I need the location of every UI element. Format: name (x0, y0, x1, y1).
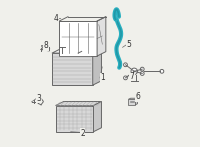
Circle shape (124, 76, 127, 80)
Polygon shape (97, 17, 106, 56)
Text: 6: 6 (135, 92, 140, 101)
Text: 1: 1 (101, 73, 105, 82)
Polygon shape (56, 106, 93, 132)
Polygon shape (52, 49, 101, 53)
Text: 7: 7 (130, 72, 134, 81)
Circle shape (160, 69, 164, 73)
Polygon shape (128, 98, 138, 99)
Polygon shape (93, 102, 101, 132)
Text: 3: 3 (36, 94, 41, 103)
Polygon shape (128, 99, 135, 105)
Circle shape (131, 68, 137, 75)
Polygon shape (93, 49, 101, 85)
Polygon shape (52, 53, 93, 85)
Circle shape (124, 63, 127, 67)
Text: 8: 8 (44, 41, 48, 50)
Text: 2: 2 (80, 129, 85, 138)
Polygon shape (59, 21, 97, 56)
Circle shape (140, 72, 144, 75)
Polygon shape (56, 102, 101, 106)
Text: 4: 4 (54, 14, 59, 23)
Text: 5: 5 (127, 40, 132, 49)
Circle shape (140, 67, 144, 71)
Polygon shape (135, 98, 138, 105)
